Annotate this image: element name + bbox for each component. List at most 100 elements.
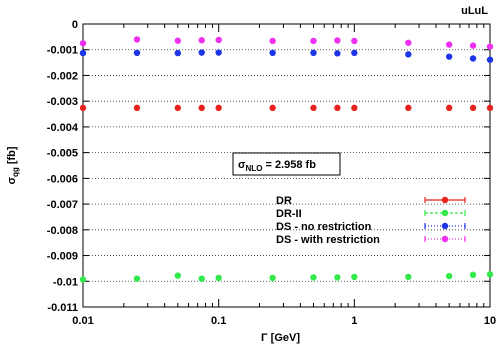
- data-point: [269, 104, 276, 112]
- data-point: [79, 276, 87, 283]
- y-tick-label: -0.011: [47, 302, 78, 314]
- y-tick-label: -0.002: [47, 70, 78, 82]
- data-point: [133, 104, 141, 112]
- legend-label: DS - no restriction: [276, 221, 372, 233]
- data-point: [486, 104, 494, 112]
- grid-lines: [83, 49, 490, 282]
- data-point: [405, 104, 412, 112]
- data-point: [351, 104, 358, 112]
- data-point: [215, 49, 222, 56]
- data-point: [469, 42, 477, 49]
- legend-label: DS - with restriction: [276, 234, 380, 246]
- data-point: [334, 274, 341, 281]
- series-ds-with-restriction: [79, 36, 494, 50]
- y-tick-label: -0.004: [47, 122, 79, 134]
- data-point: [133, 275, 141, 282]
- legend-entry: DR-II: [276, 208, 466, 220]
- legend-marker: [441, 235, 449, 243]
- legend-label: DR: [276, 195, 292, 207]
- series-ds-no-restriction: [79, 49, 494, 63]
- data-point: [351, 273, 358, 281]
- y-tick-label: -0.007: [47, 199, 78, 211]
- data-point: [405, 39, 412, 46]
- data-point: [310, 104, 317, 112]
- data-point: [469, 104, 477, 112]
- y-tick-label: -0.009: [47, 251, 78, 263]
- data-point: [351, 37, 358, 45]
- y-axis-unit: [fb]: [6, 146, 18, 167]
- sigma-nlo-annotation: σNLO = 2.958 fb: [232, 152, 341, 176]
- data-point: [79, 104, 87, 112]
- data-point: [405, 51, 412, 58]
- corner-label: uLuL: [461, 5, 488, 17]
- data-point: [486, 43, 494, 50]
- data-point: [79, 49, 87, 57]
- series-dr-ii: [79, 271, 494, 283]
- legend-label: DR-II: [276, 208, 302, 220]
- data-point: [215, 274, 222, 282]
- data-point: [310, 37, 317, 45]
- data-point: [351, 49, 358, 57]
- data-point: [334, 50, 341, 57]
- data-point: [334, 104, 341, 112]
- x-tick-labels: 0.01 0.1 1 10: [72, 315, 496, 327]
- y-tick-labels: 0 -0.001 -0.002 -0.003 -0.004 -0.005 -0.006 -0.…: [47, 19, 79, 314]
- data-point: [174, 272, 182, 279]
- data-point: [310, 49, 317, 57]
- y-tick-label: -0.003: [47, 96, 78, 108]
- x-tick-label: 1: [351, 315, 357, 327]
- data-point: [174, 37, 182, 44]
- legend-entry: DS - no restriction: [276, 221, 466, 233]
- data-point: [486, 271, 494, 278]
- data-point: [269, 49, 276, 57]
- x-tick-label: 0.01: [72, 315, 93, 327]
- legend-entry: DS - with restriction: [276, 234, 466, 246]
- data-point: [310, 274, 317, 281]
- annotation-subscript: NLO: [246, 164, 263, 173]
- data-point: [174, 49, 182, 57]
- x-axis-title: Γ [GeV]: [261, 332, 300, 344]
- data-point: [133, 36, 141, 43]
- data-point: [445, 41, 453, 48]
- legend-marker: [441, 209, 449, 217]
- data-point: [486, 56, 494, 63]
- y-axis-subscript: qg: [11, 167, 20, 177]
- data-point: [198, 37, 205, 44]
- y-tick-label: -0.001: [47, 45, 78, 57]
- plot-frame: [82, 23, 491, 308]
- data-point: [269, 274, 276, 282]
- data-point: [198, 104, 205, 112]
- data-point: [405, 273, 412, 281]
- data-point: [445, 53, 453, 60]
- y-tick-label: -0.01: [53, 276, 78, 288]
- data-point: [215, 104, 222, 112]
- data-point: [269, 37, 276, 45]
- data-point: [215, 36, 222, 44]
- x-tick-label: 0.1: [211, 315, 226, 327]
- y-tick-label: -0.008: [47, 225, 78, 237]
- legend-marker: [441, 196, 449, 204]
- data-point: [174, 104, 182, 112]
- data-point: [445, 104, 453, 112]
- y-tick-label: -0.005: [47, 148, 78, 160]
- series-dr: [79, 104, 494, 112]
- annotation-value: = 2.958 fb: [262, 159, 316, 171]
- x-tick-label: 10: [484, 315, 496, 327]
- data-point: [469, 271, 477, 279]
- y-axis-title: σqg [fb]: [6, 146, 20, 184]
- data-point: [133, 49, 141, 57]
- annotation-symbol: σ: [238, 159, 246, 171]
- data-point: [334, 37, 341, 44]
- data-point: [198, 275, 205, 282]
- data-point: [79, 40, 87, 47]
- annotation-text: σNLO = 2.958 fb: [238, 159, 316, 173]
- data-point: [198, 49, 205, 56]
- data-point: [445, 272, 453, 280]
- y-axis-symbol: σ: [6, 177, 18, 185]
- data-series: [79, 36, 494, 283]
- y-tick-label: -0.006: [47, 173, 78, 185]
- legend-marker: [441, 222, 449, 230]
- annotation-box: [232, 152, 341, 176]
